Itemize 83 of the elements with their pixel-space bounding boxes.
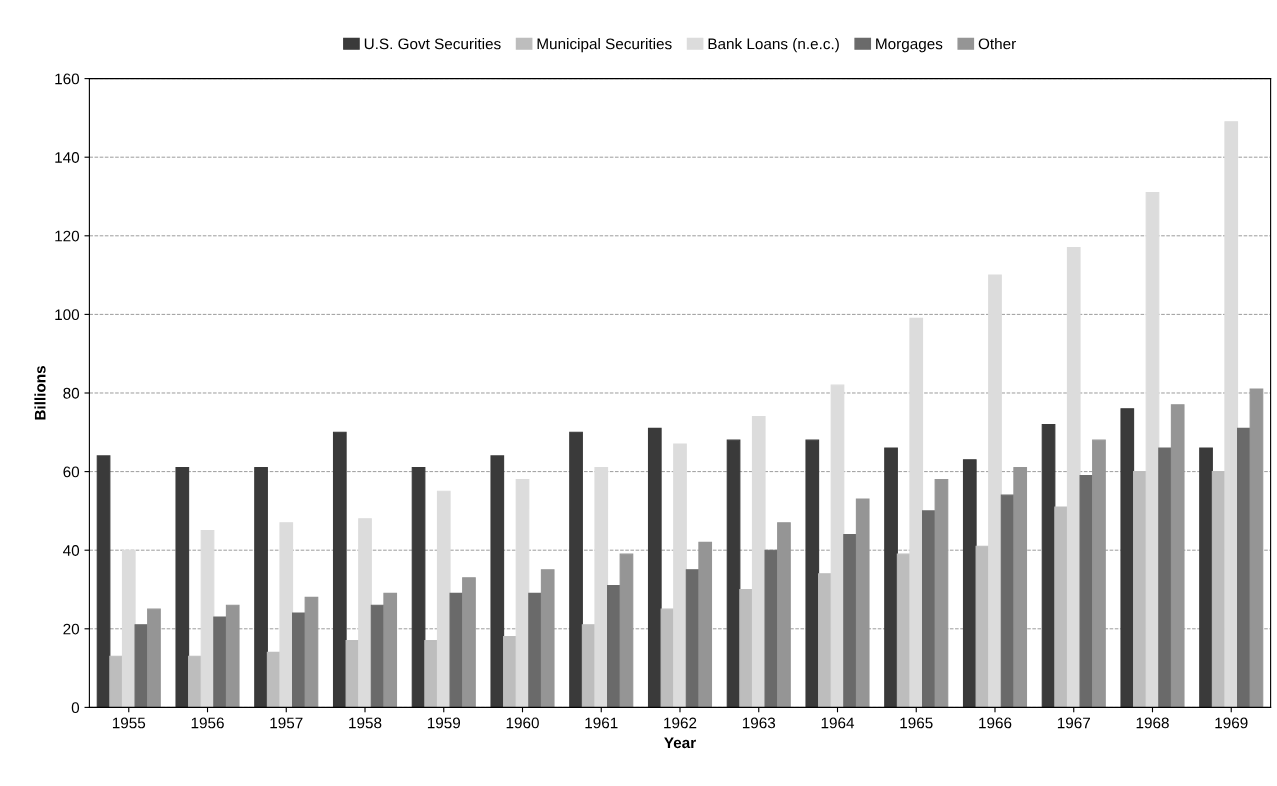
bar [988,274,1002,708]
bar [1133,471,1147,708]
bar [503,636,517,708]
y-axis-title: Billions [34,366,46,420]
legend-label: Bank Loans (n.e.c.) [708,38,839,53]
bar [515,478,530,708]
bar [818,573,832,708]
bar [975,545,990,708]
x-tick-label: 1966 [979,717,1012,729]
bar [909,317,924,708]
bar [1158,447,1172,708]
bar [962,459,977,708]
x-tick-label: 1967 [1057,717,1090,729]
bar [1054,506,1068,708]
bar [411,467,426,708]
bar [1079,474,1094,708]
x-tick-label: 1964 [821,717,855,729]
bar [200,529,215,708]
x-tick-label: 1955 [112,717,146,729]
bar [121,549,136,708]
x-tick-label: 1965 [900,717,933,729]
x-tick-label: 1963 [742,717,776,729]
bar [1066,247,1081,708]
bar [490,455,505,708]
bar [96,455,111,708]
y-tick-label: 140 [55,152,80,163]
y-tick-label: 120 [55,230,80,242]
bar [805,439,820,708]
x-tick-label: 1957 [270,717,303,729]
bar [594,467,609,708]
x-tick-label: 1961 [585,717,618,729]
bar [345,640,360,708]
bar [673,443,687,708]
y-tick-label: 40 [63,545,80,556]
bar [332,431,347,708]
legend-label: Municipal Securities [537,38,672,53]
bar [884,447,898,708]
bar [292,612,306,708]
bar [569,431,583,708]
bar [1224,121,1239,708]
legend-label: Morgages [876,38,943,53]
bar [1041,423,1056,708]
x-tick-label: 1962 [664,717,697,729]
bar [134,624,149,708]
bar [1199,447,1213,708]
bar [188,655,202,708]
bar [1145,192,1160,708]
y-tick-label: 60 [63,466,80,478]
bar [751,416,766,708]
x-tick-label: 1959 [427,717,461,729]
bar [424,640,439,708]
y-tick-label: 20 [63,623,80,635]
legend-label: U.S. Govt Securities [364,38,501,50]
bar [254,467,268,708]
bar [213,616,227,708]
bar [606,585,621,708]
bar [830,384,845,708]
bar [175,467,190,708]
legend-label: Other [978,38,1016,50]
bar [660,608,675,708]
y-tick-label: 160 [55,73,80,85]
x-tick-label: 1958 [349,717,382,729]
bar [764,549,779,708]
y-tick-label: 80 [63,387,80,399]
bar [1120,408,1135,708]
x-tick-label: 1968 [1136,717,1169,729]
x-tick-label: 1960 [506,717,539,729]
bar [225,604,240,708]
bar [726,439,741,708]
bar [109,655,124,708]
x-tick-label: 1956 [191,717,224,729]
bar [436,490,451,708]
bar [279,522,294,708]
bar [358,518,372,708]
bar [528,592,542,708]
bar [647,427,662,708]
y-tick-label: 100 [55,309,80,321]
bar [739,588,754,708]
bar [843,533,857,708]
y-tick-label: 0 [71,702,80,714]
bar [449,592,464,708]
x-tick-label: 1969 [1215,717,1248,729]
x-axis-title: Year [664,737,696,749]
